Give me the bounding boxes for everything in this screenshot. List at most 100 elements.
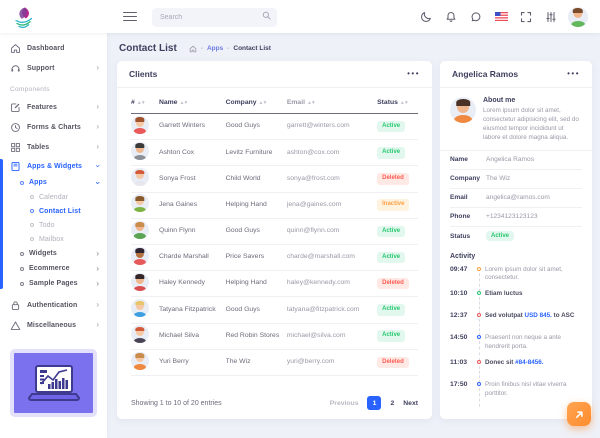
- column-header-status[interactable]: Status ▲▼: [377, 92, 418, 114]
- table-row[interactable]: Quinn Flynn Good Guys quinn@flynn.com Ac…: [131, 219, 418, 245]
- status-badge: Inactive: [377, 199, 410, 211]
- status-badge: Active: [377, 120, 406, 133]
- sidebar-item-dashboard[interactable]: Dashboard: [0, 38, 107, 58]
- menu-toggle-button[interactable]: [123, 11, 137, 22]
- cell-company: Good Guys: [225, 114, 287, 141]
- buy-now-fab-button[interactable]: [567, 402, 591, 426]
- activity-item: 11:03 Donec sit #84-8456.: [450, 358, 582, 383]
- cell-email: sonya@frost.com: [286, 166, 378, 193]
- sort-icon: ▲▼: [258, 100, 268, 106]
- messages-chat-icon[interactable]: [468, 9, 484, 25]
- column-header-name[interactable]: Name ▲▼: [158, 92, 226, 114]
- chevron-right-icon: ›: [96, 263, 99, 273]
- sidebar-item-support[interactable]: Support ›: [0, 58, 107, 78]
- cell-email: quinn@flynn.com: [286, 219, 378, 245]
- cell-name: Jena Gaines: [158, 193, 226, 219]
- activity-text: Lorem ipsum dolor sit amet, consectetur.: [485, 265, 563, 282]
- clients-card-menu-icon[interactable]: •••: [407, 69, 420, 78]
- column-header-email[interactable]: Email ▲▼: [286, 92, 378, 114]
- promo-illustration[interactable]: [10, 349, 97, 417]
- status-badge: Deleted: [377, 173, 409, 185]
- breadcrumb-apps-link[interactable]: Apps: [206, 45, 224, 52]
- pagination-page-1[interactable]: 1: [367, 396, 382, 410]
- column-header-company[interactable]: Company ▲▼: [225, 92, 287, 114]
- contact-avatar: [450, 97, 476, 123]
- contact-card-menu-icon[interactable]: •••: [567, 69, 580, 78]
- sidebar-item-widgets[interactable]: Widgets ›: [0, 246, 107, 261]
- activity-time: 09:47: [450, 265, 468, 273]
- field-label: Email: [450, 194, 468, 201]
- table-row[interactable]: Tatyana Fitzpatrick Good Guys tatyana@fi…: [131, 297, 418, 324]
- language-us-flag-icon[interactable]: [493, 9, 509, 25]
- table-row[interactable]: Sonya Frost Child World sonya@frost.com …: [131, 166, 418, 193]
- notifications-bell-icon[interactable]: [443, 9, 459, 25]
- sidebar-item-calendar[interactable]: Calendar: [0, 190, 107, 204]
- field-label: Status: [450, 232, 471, 240]
- sort-icon: ▲▼: [179, 100, 188, 106]
- column-header-index[interactable]: # ▲▼: [131, 92, 159, 114]
- sidebar-item-forms-charts[interactable]: Forms & Charts ›: [0, 117, 107, 137]
- status-badge: Active: [377, 330, 406, 342]
- activity-item: 12:37 Sed volutpat USD 845. to ASC: [450, 312, 582, 337]
- fullscreen-icon[interactable]: [518, 9, 534, 25]
- contact-field-row: Email angelica@ramos.com: [450, 189, 582, 208]
- page-header: Contact List - Apps - Contact List: [107, 33, 600, 61]
- table-row[interactable]: Ashton Cox Levitz Furniture ashton@cox.c…: [131, 140, 418, 167]
- timeline-dot-icon: [477, 335, 481, 340]
- home-icon[interactable]: [189, 45, 197, 53]
- cell-company: Helping Hand: [225, 193, 287, 219]
- cell-company: Good Guys: [225, 219, 287, 245]
- pagination-previous[interactable]: Previous: [329, 399, 359, 407]
- sidebar-item-authentication[interactable]: Authentication ›: [0, 295, 107, 315]
- table-row[interactable]: Haley Kennedy Helping Hand haley@kennedy…: [131, 271, 418, 298]
- cell-name: Yuri Berry: [158, 350, 226, 376]
- pagination-next[interactable]: Next: [403, 399, 418, 407]
- sidebar-item-apps-widgets[interactable]: Apps & Widgets ›: [0, 157, 107, 175]
- contact-detail-card: Angelica Ramos ••• About me Lorem ipsum …: [440, 61, 592, 419]
- sidebar-item-ecommerce[interactable]: Ecommerce ›: [0, 261, 107, 276]
- sidebar-item-todo[interactable]: Todo: [0, 218, 107, 232]
- activity-link[interactable]: #84-8456.: [515, 358, 544, 366]
- chevron-down-icon: ›: [93, 181, 103, 184]
- activity-text: Proin finibus nisl vitae viverra porttit…: [485, 380, 567, 397]
- settings-sliders-icon[interactable]: [543, 9, 559, 25]
- lock-icon: [11, 300, 20, 310]
- row-avatar: [131, 220, 149, 239]
- main-content: Contact List - Apps - Contact List Clien…: [107, 33, 600, 438]
- sort-icon: ▲▼: [306, 100, 316, 106]
- table-row[interactable]: Jena Gaines Helping Hand jena@gaines.com…: [131, 193, 418, 219]
- sidebar-item-features[interactable]: Features ›: [0, 97, 107, 117]
- timeline-dot-icon: [477, 313, 481, 318]
- table-row[interactable]: Garrett Winters Good Guys garrett@winter…: [131, 114, 418, 141]
- table-row[interactable]: Michael Silva Red Robin Stores michael@s…: [131, 324, 418, 350]
- cell-company: Levitz Furniture: [225, 140, 287, 167]
- dark-mode-moon-icon[interactable]: [418, 9, 434, 25]
- clients-table: # ▲▼ Name ▲▼ Company ▲▼ Email ▲▼ Status ▲▼: [117, 88, 432, 388]
- clients-card: Clients ••• # ▲▼ Name ▲▼ Company ▲▼ Email ▲▼…: [117, 61, 432, 419]
- search-input[interactable]: [152, 8, 277, 27]
- bullet-icon: [30, 209, 34, 213]
- activity-section: Activity 09:47 Lorem ipsum dolor sit ame…: [440, 246, 592, 407]
- pagination-page-2[interactable]: 2: [390, 399, 395, 407]
- arrow-up-right-icon: [575, 410, 583, 418]
- bullet-icon: [20, 180, 24, 185]
- activity-link[interactable]: USD 845.: [524, 312, 552, 320]
- user-avatar[interactable]: [568, 6, 588, 27]
- sidebar-item-apps[interactable]: Apps ›: [0, 175, 107, 190]
- table-row[interactable]: Yuri Berry The Wiz yuri@berry.com Delete…: [131, 350, 418, 376]
- contact-field-row-status: Status Active: [450, 227, 582, 246]
- about-section: About me Lorem ipsum dolor sit amet, con…: [440, 88, 592, 151]
- sidebar-item-tables[interactable]: Tables ›: [0, 137, 107, 157]
- sidebar-item-miscellaneous[interactable]: Miscellaneous ›: [0, 315, 107, 335]
- app-logo[interactable]: [0, 6, 107, 28]
- cell-email: jena@gaines.com: [286, 193, 378, 219]
- status-badge: Deleted: [377, 277, 409, 290]
- sidebar-item-sample-pages[interactable]: Sample Pages ›: [0, 276, 107, 291]
- table-row[interactable]: Charde Marshall Price Savers charde@mars…: [131, 245, 418, 272]
- sidebar-item-mailbox[interactable]: Mailbox: [0, 232, 107, 246]
- sidebar-item-contact-list[interactable]: Contact List: [0, 204, 107, 218]
- status-badge: Active: [377, 304, 406, 316]
- cell-name: Charde Marshall: [158, 245, 226, 272]
- cell-name: Haley Kennedy: [158, 271, 226, 298]
- cell-name: Michael Silva: [158, 324, 226, 350]
